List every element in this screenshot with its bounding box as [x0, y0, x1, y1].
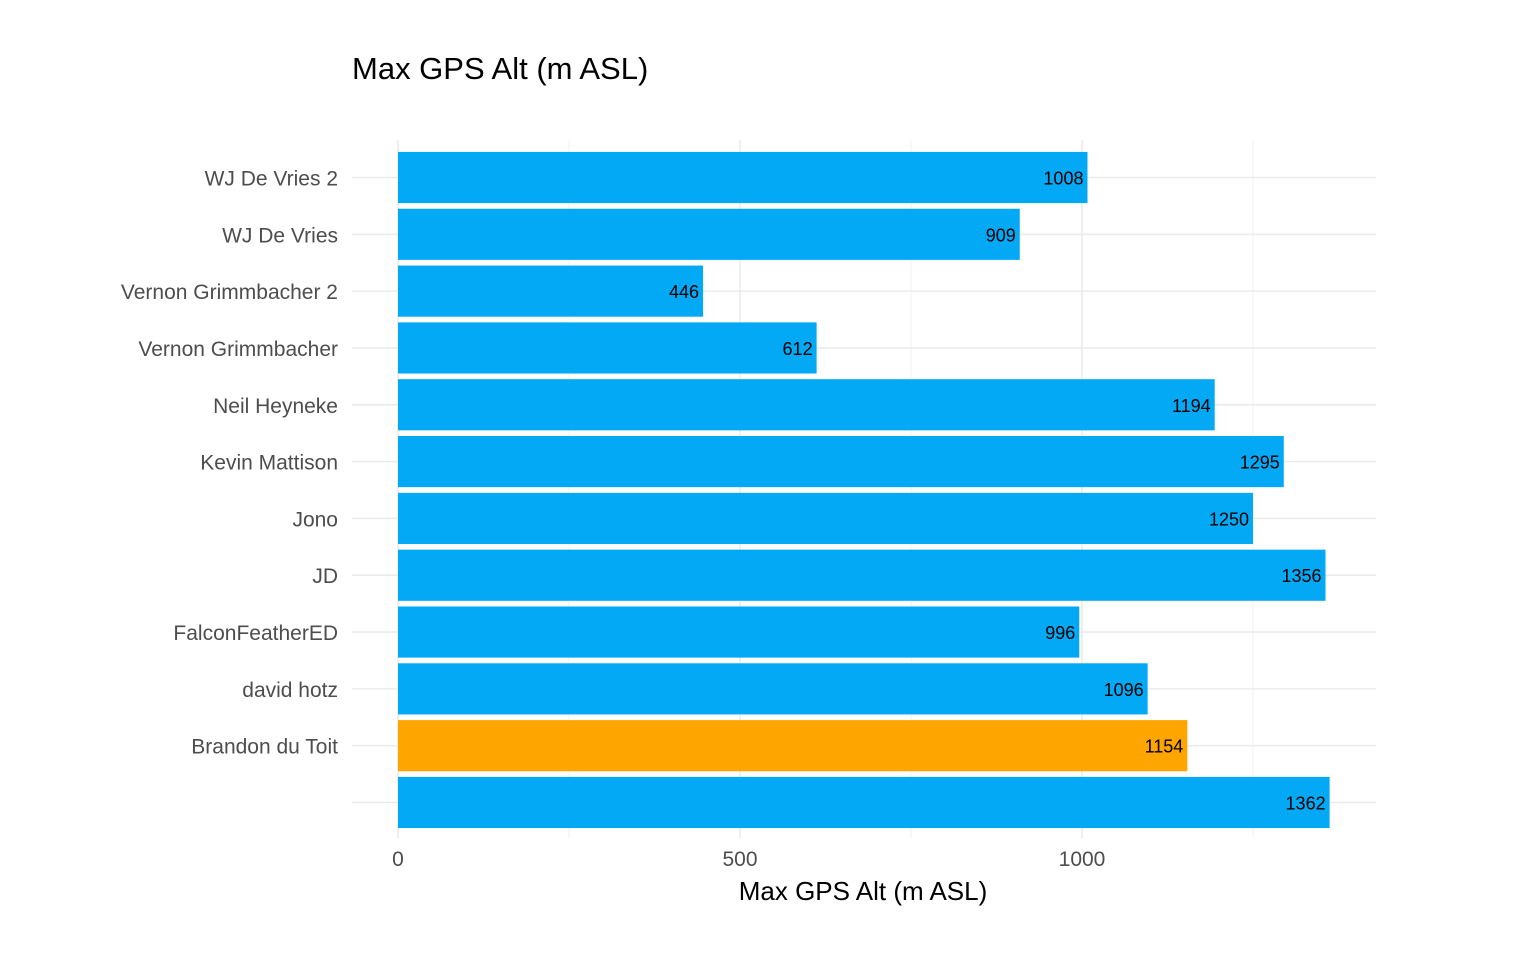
bar-value-label: 1250 — [1209, 509, 1249, 529]
bar-value-label: 446 — [669, 282, 699, 302]
bar-value-label: 1295 — [1240, 453, 1280, 473]
bar — [398, 379, 1215, 431]
bar — [398, 265, 704, 317]
bar-value-label: 1356 — [1281, 566, 1321, 586]
x-tick-label: 1000 — [1059, 848, 1106, 871]
chart-title: Max GPS Alt (m ASL) — [352, 51, 648, 86]
bar — [398, 720, 1188, 772]
y-tick-label: JD — [312, 565, 338, 588]
y-tick-label: Vernon Grimmbacher — [138, 338, 338, 361]
bar-value-label: 909 — [986, 225, 1016, 245]
y-tick-label: Neil Heyneke — [213, 395, 338, 418]
x-axis-title: Max GPS Alt (m ASL) — [739, 876, 988, 906]
x-tick-label: 500 — [722, 848, 757, 871]
bar — [398, 549, 1326, 601]
bar — [398, 436, 1284, 488]
bar-value-label: 1008 — [1043, 169, 1083, 189]
bar — [398, 151, 1088, 204]
bar — [398, 663, 1148, 715]
bar-value-label: 1194 — [1172, 396, 1211, 416]
y-tick-label: FalconFeatherED — [173, 622, 338, 645]
y-tick-label: david hotz — [242, 679, 338, 702]
y-tick-label: Kevin Mattison — [200, 452, 338, 475]
y-tick-label: Jono — [292, 508, 338, 531]
y-tick-label: Brandon du Toit — [191, 736, 338, 759]
bar — [398, 208, 1020, 260]
y-tick-label: Vernon Grimmbacher 2 — [121, 281, 338, 304]
bar-value-label: 996 — [1045, 623, 1075, 643]
bar-value-label: 1096 — [1104, 680, 1144, 700]
bar — [398, 776, 1330, 829]
y-tick-label: WJ De Vries 2 — [205, 168, 338, 191]
bars — [398, 151, 1330, 829]
bar — [398, 492, 1253, 544]
bar — [398, 606, 1080, 658]
bar-value-label: 1154 — [1145, 737, 1184, 757]
x-axis-tick-labels: 0 500 1000 — [392, 848, 1105, 871]
y-axis-tick-labels: WJ De Vries 2 WJ De Vries Vernon Grimmbach… — [121, 168, 338, 759]
y-tick-label: WJ De Vries — [222, 224, 338, 247]
bar — [398, 322, 817, 374]
data-labels: 1008 909 446 612 1194 1295 1250 1356 996 1096 1154… — [669, 169, 1326, 814]
x-tick-label: 0 — [392, 848, 404, 871]
bar-value-label: 1362 — [1286, 794, 1326, 814]
bar-value-label: 612 — [783, 339, 813, 359]
